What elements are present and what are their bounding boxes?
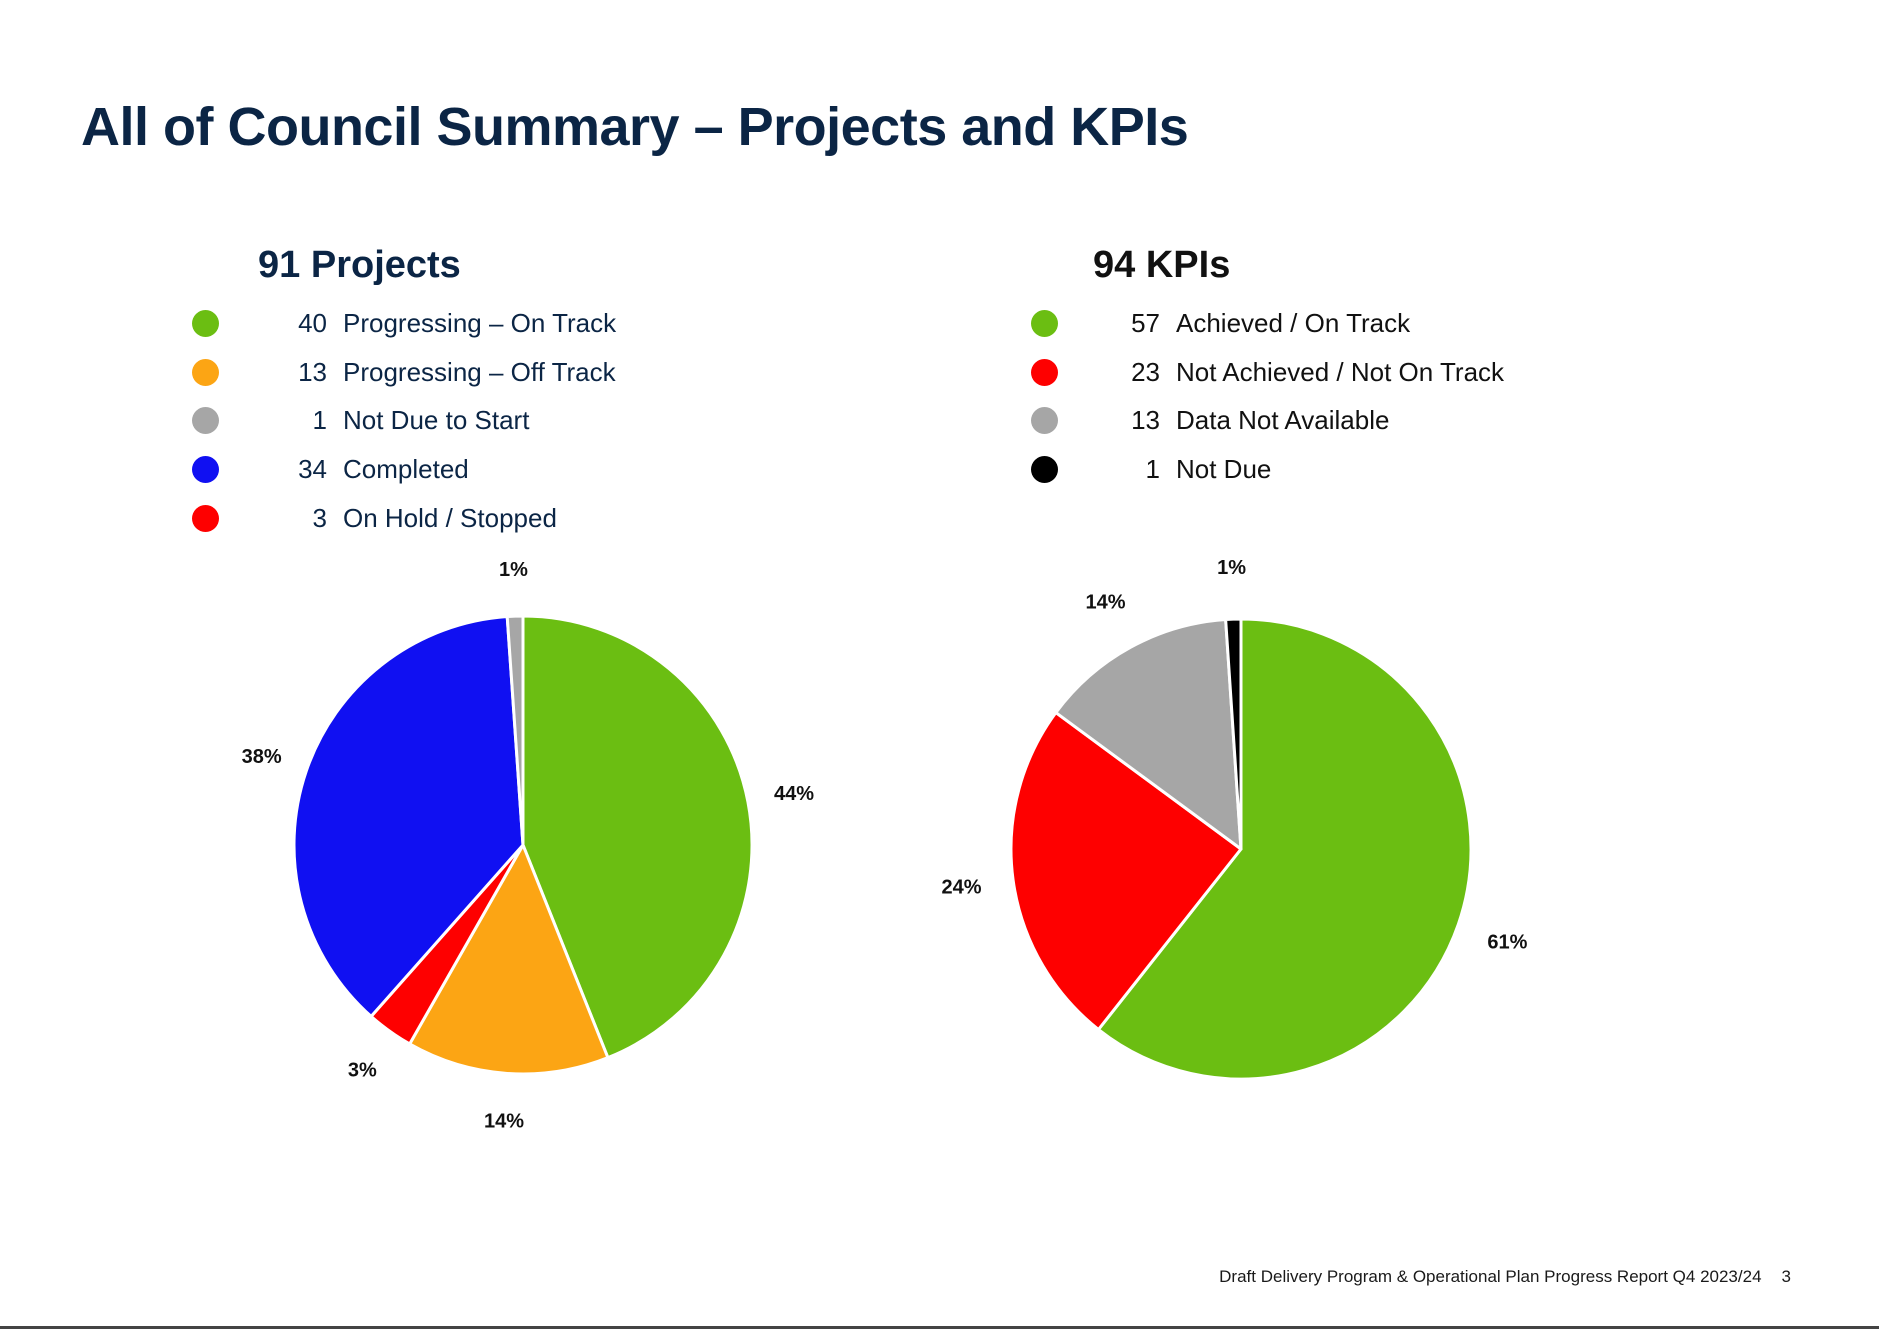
bottom-rule (0, 1326, 1879, 1329)
projects-percent-label: 14% (484, 1110, 524, 1132)
kpis-percent-label: 61% (1487, 932, 1527, 954)
footer-text: Draft Delivery Program & Operational Pla… (1219, 1267, 1762, 1286)
page-title: All of Council Summary – Projects and KP… (81, 97, 1189, 157)
kpis-slice (1224, 617, 1243, 851)
projects-percent-label: 3% (348, 1059, 377, 1081)
kpis-slice (1009, 711, 1243, 1031)
projects-percent-label: 44% (774, 783, 814, 805)
projects-slice (505, 614, 525, 847)
kpis-percent-label: 1% (1217, 557, 1246, 579)
kpis-percent-label: 24% (941, 877, 981, 899)
kpis-slice (1096, 617, 1473, 1081)
projects-percent-label: 1% (499, 559, 528, 581)
projects-slice (408, 843, 610, 1076)
projects-percent-label: 38% (242, 746, 282, 768)
kpis-percent-label: 14% (1085, 592, 1125, 614)
kpis-pie: 61% 24% 14% 1% (941, 557, 1528, 1081)
kpis-slice (1054, 618, 1243, 851)
projects-slice (521, 614, 754, 1060)
projects-pie: 44% 14% 3% 38% 1% (242, 559, 815, 1132)
page-number: 3 (1781, 1267, 1791, 1286)
projects-slice (292, 615, 525, 1018)
footer: Draft Delivery Program & Operational Pla… (1219, 1267, 1791, 1287)
